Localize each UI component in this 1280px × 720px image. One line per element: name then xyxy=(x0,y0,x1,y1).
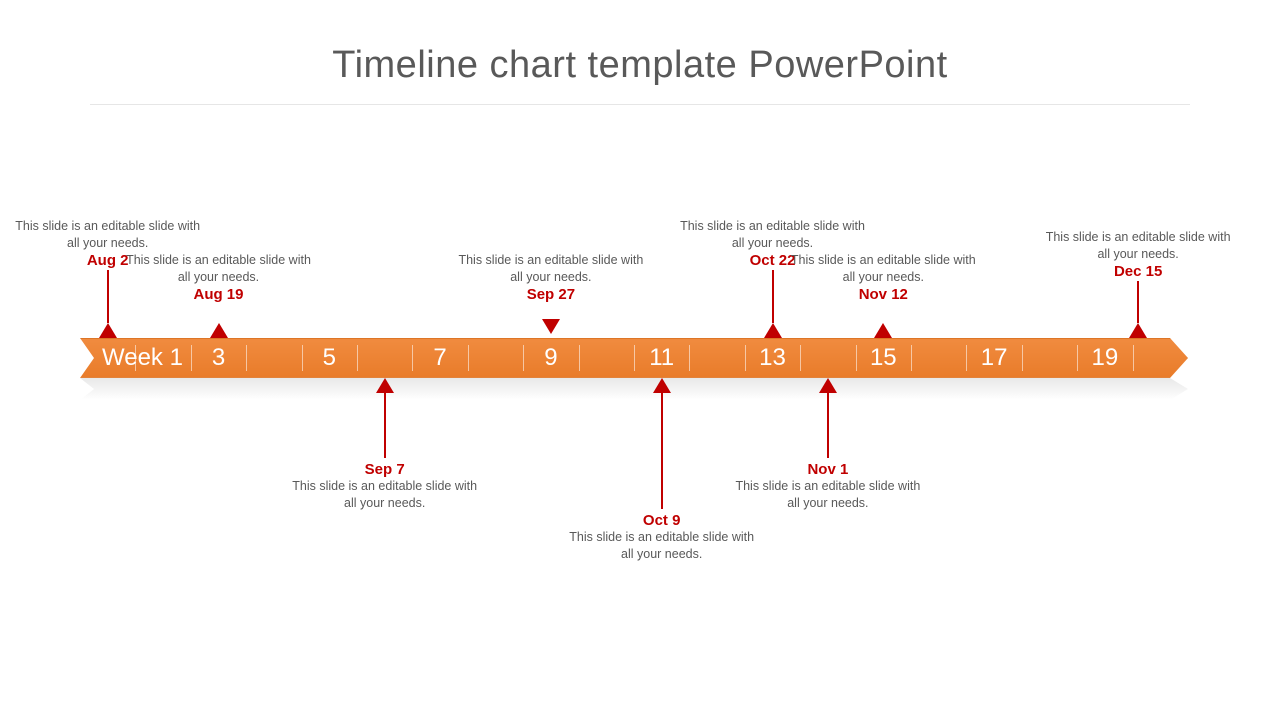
marker-date: Sep 7 xyxy=(290,461,480,478)
title-rule xyxy=(90,104,1190,105)
timeline-week-label: 15 xyxy=(870,344,897,372)
timeline-tick xyxy=(1077,345,1078,371)
timeline-tick xyxy=(911,345,912,371)
timeline-tick xyxy=(468,345,469,371)
triangle-up-icon xyxy=(653,378,671,393)
marker-desc: This slide is an editable slide with all… xyxy=(733,478,923,512)
marker-stem xyxy=(661,393,663,509)
marker-desc: This slide is an editable slide with all… xyxy=(678,218,868,252)
timeline-tick xyxy=(745,345,746,371)
marker-desc: This slide is an editable slide with all… xyxy=(1043,229,1233,263)
timeline-week-label: 11 xyxy=(649,344,674,372)
timeline-marker-bottom: Nov 1This slide is an editable slide wit… xyxy=(733,461,923,512)
timeline-tick xyxy=(800,345,801,371)
timeline-tick xyxy=(412,345,413,371)
triangle-up-icon xyxy=(210,323,228,338)
timeline-tick xyxy=(1133,345,1134,371)
timeline-week-label: 9 xyxy=(544,344,557,372)
triangle-up-icon xyxy=(764,323,782,338)
timeline-tick xyxy=(634,345,635,371)
timeline-tick xyxy=(135,345,136,371)
timeline-marker-top: This slide is an editable slide with all… xyxy=(788,252,978,303)
timeline-reflection xyxy=(80,378,1188,400)
marker-desc: This slide is an editable slide with all… xyxy=(456,252,646,286)
marker-date: Oct 9 xyxy=(567,512,757,529)
timeline-tick xyxy=(966,345,967,371)
timeline-marker-bottom: Oct 9This slide is an editable slide wit… xyxy=(567,512,757,563)
triangle-up-icon xyxy=(819,378,837,393)
timeline-tick xyxy=(191,345,192,371)
marker-desc: This slide is an editable slide with all… xyxy=(124,252,314,286)
timeline-week-label: 13 xyxy=(759,344,786,372)
marker-desc: This slide is an editable slide with all… xyxy=(290,478,480,512)
marker-stem xyxy=(107,270,109,323)
marker-date: Sep 27 xyxy=(456,286,646,303)
timeline-week-label: 3 xyxy=(212,344,225,372)
marker-date: Aug 19 xyxy=(124,286,314,303)
marker-date: Nov 1 xyxy=(733,461,923,478)
timeline-tick xyxy=(523,345,524,371)
timeline-tick xyxy=(579,345,580,371)
timeline-tick xyxy=(246,345,247,371)
timeline-week-label: 17 xyxy=(981,344,1008,372)
marker-desc: This slide is an editable slide with all… xyxy=(788,252,978,286)
triangle-up-icon xyxy=(99,323,117,338)
timeline-tick xyxy=(1022,345,1023,371)
timeline-marker-top: This slide is an editable slide with all… xyxy=(456,252,646,303)
timeline-week-label: 5 xyxy=(323,344,336,372)
marker-stem xyxy=(827,393,829,458)
timeline-tick xyxy=(302,345,303,371)
timeline-week-label: 19 xyxy=(1092,344,1119,372)
triangle-down-icon xyxy=(542,319,560,334)
timeline-tick xyxy=(689,345,690,371)
timeline-tick xyxy=(357,345,358,371)
marker-desc: This slide is an editable slide with all… xyxy=(13,218,203,252)
marker-date: Dec 15 xyxy=(1043,263,1233,280)
timeline-marker-top: This slide is an editable slide with all… xyxy=(1043,229,1233,280)
marker-stem xyxy=(1137,281,1139,323)
slide-title: Timeline chart template PowerPoint xyxy=(0,44,1280,87)
timeline-marker-bottom: Sep 7This slide is an editable slide wit… xyxy=(290,461,480,512)
marker-stem xyxy=(384,393,386,458)
timeline-week-label-first: Week 1 xyxy=(102,344,183,372)
marker-desc: This slide is an editable slide with all… xyxy=(567,529,757,563)
timeline-tick xyxy=(856,345,857,371)
marker-date: Nov 12 xyxy=(788,286,978,303)
marker-stem xyxy=(772,270,774,323)
timeline-week-label: 7 xyxy=(433,344,446,372)
timeline-bar: Week 1 3 5 7 9 11 13 15 17 19 xyxy=(80,338,1188,378)
triangle-up-icon xyxy=(1129,323,1147,338)
slide: Timeline chart template PowerPoint Week … xyxy=(0,0,1280,720)
triangle-up-icon xyxy=(376,378,394,393)
timeline-marker-top: This slide is an editable slide with all… xyxy=(124,252,314,303)
triangle-up-icon xyxy=(874,323,892,338)
